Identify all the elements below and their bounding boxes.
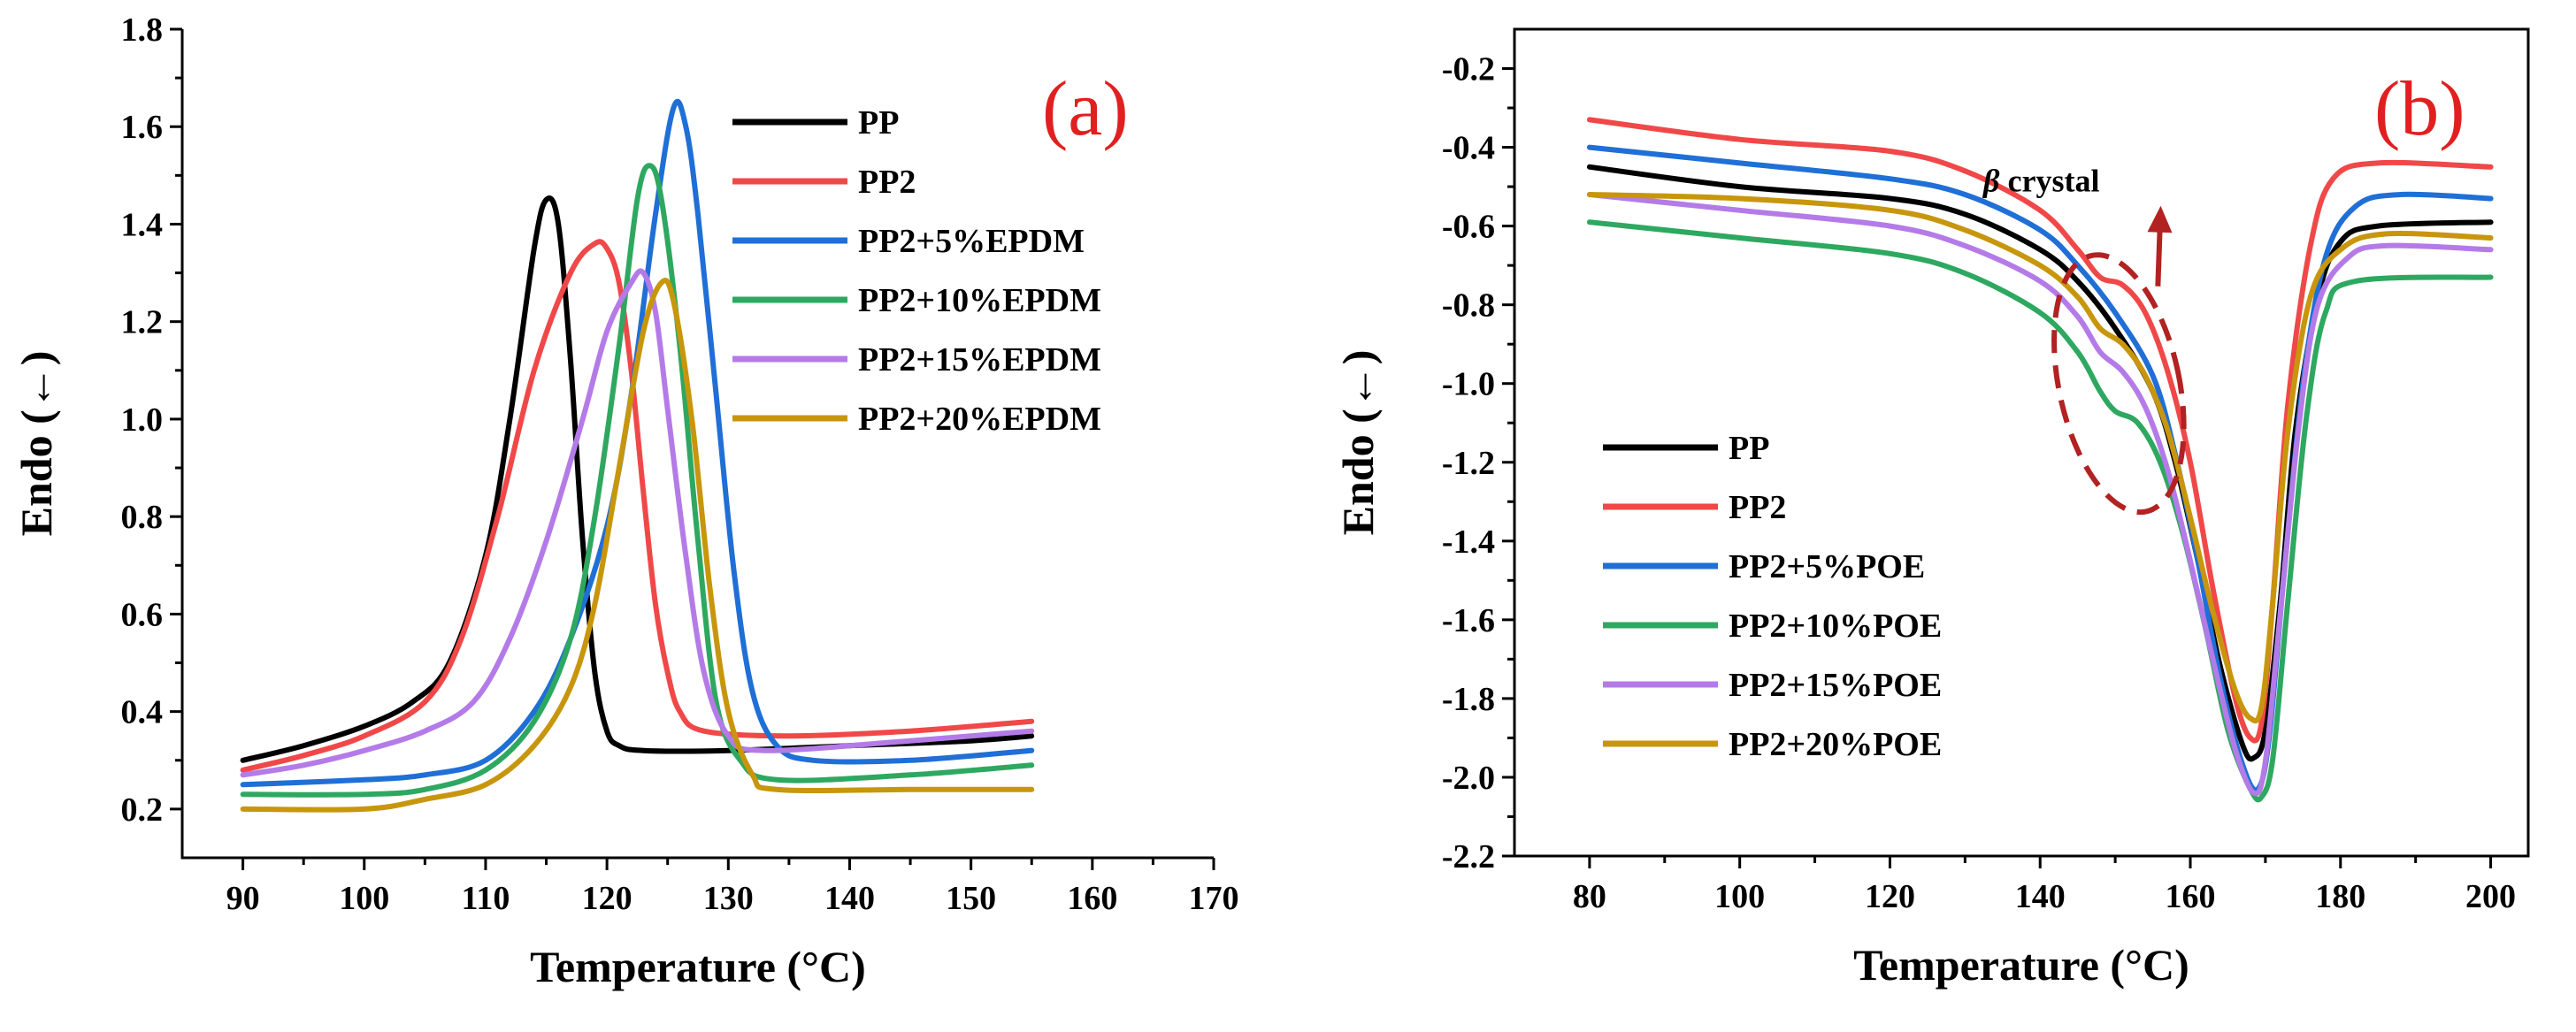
x-tick-label: 140 (2015, 878, 2066, 915)
legend-entry: PP (858, 104, 899, 141)
legend-entry: PP2+15%EPDM (858, 341, 1101, 378)
x-tick-label: 150 (946, 880, 996, 917)
y-tick-label: -1.8 (1442, 681, 1495, 718)
panel-b-series (1586, 117, 2494, 803)
x-tick-label: 100 (339, 880, 389, 917)
y-tick-label: -0.8 (1442, 287, 1495, 325)
x-tick-label: 130 (703, 880, 754, 917)
y-tick-label: -1.4 (1442, 524, 1495, 561)
legend-entry: PP (1729, 430, 1769, 467)
legend-entry: PP2 (1729, 489, 1786, 526)
legend-entry: PP2+10%EPDM (858, 282, 1101, 319)
y-tick-label: -0.2 (1442, 51, 1495, 88)
legend-entry: PP2+15%POE (1729, 667, 1942, 704)
y-tick-label: -1.0 (1442, 366, 1495, 403)
x-tick-label: 80 (1573, 878, 1606, 915)
panel-a-axes: 90 100 110 120 130 140 150 160 170 0.2 0.4 0.6 0.8 1.… (121, 11, 1239, 917)
series-line-pp2 (1586, 117, 2494, 744)
panel-b-label: (b) (2374, 66, 2465, 152)
beta-symbol: β (1982, 164, 2000, 199)
x-tick-label: 110 (461, 880, 510, 917)
panel-b-legend: PP PP2 PP2+5%POE PP2+10%POE PP2+15%POE PP2+20… (1603, 430, 1942, 763)
y-tick-label: 1.4 (121, 206, 164, 243)
x-tick-label: 140 (824, 880, 875, 917)
x-tick-label: 120 (582, 880, 632, 917)
series-line-pp2-20-poe (1586, 192, 2494, 724)
series-line-pp2-15-epdm (240, 268, 1035, 778)
legend-entry: PP2+20%POE (1729, 726, 1942, 763)
legend-entry: PP2+10%POE (1729, 608, 1942, 645)
series-line-pp2-20-epdm (240, 278, 1035, 813)
panel-a-y-axis-title: Endo (←) (12, 351, 61, 537)
legend-entry: PP2+20%EPDM (858, 401, 1101, 438)
x-tick-label: 120 (1865, 878, 1915, 915)
series-line-pp2-5-epdm (240, 98, 1035, 788)
panel-a: 90 100 110 120 130 140 150 160 170 0.2 0.4 0.6 0.8 1.… (12, 11, 1239, 991)
y-tick-label: -0.6 (1442, 209, 1495, 246)
x-tick-label: 160 (1067, 880, 1117, 917)
beta-crystal-label: β crystal (1982, 164, 2099, 199)
x-tick-label: 170 (1189, 880, 1239, 917)
y-tick-label: 1.8 (121, 11, 164, 49)
beta-crystal-arrow-head (2147, 205, 2173, 233)
x-tick-label: 200 (2465, 878, 2516, 915)
panel-b-axes: 80 100 120 140 160 180 200 -0.2 -0.4 -0.6 -0.8 -1.0… (1442, 27, 2530, 915)
y-tick-label: -2.0 (1442, 760, 1495, 797)
axis-lines (180, 29, 1214, 860)
panel-a-label: (a) (1042, 66, 1129, 152)
x-tick-label: 160 (2166, 878, 2216, 915)
panel-a-series (240, 98, 1035, 813)
series-line-pp2 (240, 239, 1035, 773)
x-tick-label: 90 (226, 880, 260, 917)
panel-b-x-axis-title: Temperature (°C) (1853, 940, 2189, 990)
legend-entry: PP2+5%EPDM (858, 223, 1085, 260)
beta-crystal-ellipse (2051, 252, 2187, 516)
series-line-pp2-15-poe (1586, 192, 2494, 797)
x-tick-label: 100 (1714, 878, 1765, 915)
y-tick-label: -1.6 (1442, 602, 1495, 639)
panel-a-legend: PP PP2 PP2+5%EPDM PP2+10%EPDM PP2+15%EPDM PP2… (732, 104, 1101, 438)
beta-crystal-annotation: β crystal (1982, 164, 2187, 516)
y-tick-label: -2.2 (1442, 838, 1495, 875)
y-tick-label: -0.4 (1442, 130, 1495, 167)
legend-entry: PP2 (858, 164, 916, 201)
panel-b-y-axis-title: Endo (←) (1333, 350, 1383, 536)
y-tick-label: 0.6 (121, 596, 164, 633)
plot-frame (1513, 27, 2530, 858)
panel-a-x-axis-title: Temperature (°C) (530, 942, 866, 991)
series-line-pp2-10-epdm (240, 163, 1035, 798)
y-tick-label: 1.2 (121, 304, 164, 341)
y-tick-label: 1.0 (121, 401, 164, 439)
y-tick-label: 0.2 (121, 791, 164, 829)
series-line-pp2-5-poe (1586, 144, 2494, 793)
x-tick-label: 180 (2315, 878, 2365, 915)
legend-entry: PP2+5%POE (1729, 548, 1925, 585)
series-line-pp2-10-poe (1586, 219, 2494, 803)
y-tick-label: 1.6 (121, 109, 164, 146)
beta-crystal-word: crystal (1999, 164, 2099, 199)
panel-b: 80 100 120 140 160 180 200 -0.2 -0.4 -0.6 -0.8 -1.0… (1333, 27, 2530, 990)
y-tick-label: -1.2 (1442, 445, 1495, 482)
y-tick-label: 0.4 (121, 694, 164, 731)
y-tick-label: 0.8 (121, 499, 164, 536)
series-line-pp (1586, 164, 2494, 762)
